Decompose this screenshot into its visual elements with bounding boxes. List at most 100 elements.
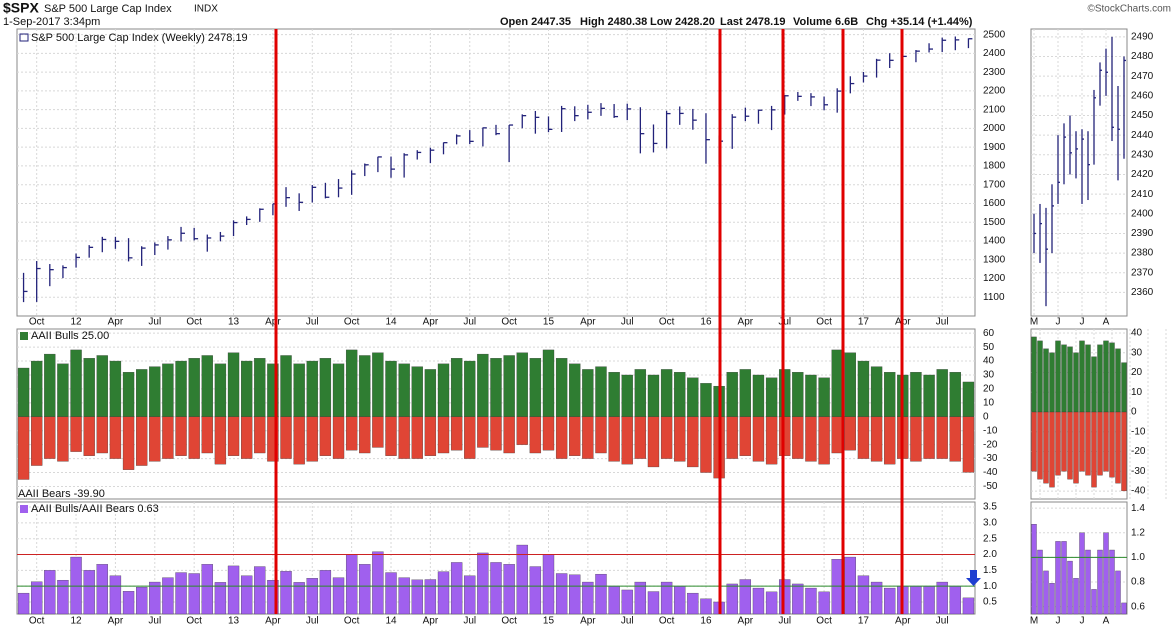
bar [569, 363, 581, 417]
bar [516, 544, 528, 615]
bar [359, 564, 371, 615]
x-tick-label: Apr [580, 616, 596, 627]
bar [1061, 344, 1067, 413]
bar [240, 360, 253, 417]
bar [936, 369, 948, 417]
bar [1115, 348, 1121, 413]
x-tick-label: Jul [778, 616, 791, 627]
bar [936, 416, 948, 459]
panel-frame [16, 28, 976, 317]
x-tick-label: Oct [186, 616, 202, 627]
bar [936, 581, 948, 615]
y-tick-label: -50 [983, 481, 998, 492]
bar [765, 377, 778, 417]
bar [490, 562, 502, 615]
bar [70, 556, 82, 615]
bar [503, 355, 515, 417]
bar [582, 416, 594, 459]
bar [687, 416, 699, 468]
x-tick-label: A [1103, 616, 1110, 627]
bar [227, 565, 240, 615]
bar [1031, 524, 1037, 615]
bar [293, 416, 305, 465]
x-tick-label: J [1056, 317, 1061, 328]
bar [332, 416, 345, 459]
panel-frame [1030, 28, 1128, 317]
bar [44, 416, 56, 459]
bar [424, 369, 437, 417]
y-tick-label: 2400 [1131, 208, 1154, 219]
bar [634, 369, 647, 417]
bar [1097, 344, 1103, 413]
bar [96, 355, 108, 417]
bar [149, 416, 161, 462]
bar [188, 573, 200, 615]
bar [779, 579, 791, 615]
x-tick-label: 14 [385, 317, 397, 328]
bar [201, 416, 213, 454]
bar [372, 352, 384, 417]
legend-swatch [20, 505, 28, 513]
bar [923, 416, 935, 459]
bar [660, 581, 673, 615]
bar [437, 571, 450, 615]
x-tick-label: Apr [265, 616, 281, 627]
y-tick-label: 2370 [1131, 267, 1154, 278]
y-tick-label: 1800 [983, 161, 1006, 172]
bar [1043, 348, 1049, 413]
bar [83, 358, 95, 417]
bar [267, 579, 279, 615]
bar [569, 416, 581, 456]
x-tick-label: M [1030, 616, 1038, 627]
x-tick-label: Jul [778, 317, 791, 328]
legend-label: AAII Bulls/AAII Bears 0.63 [31, 503, 159, 515]
bar [398, 363, 410, 417]
x-tick-label: M [1030, 317, 1038, 328]
y-tick-label: 2360 [1131, 287, 1154, 298]
bar [188, 416, 200, 459]
y-tick-label: 10 [983, 397, 995, 408]
bar [201, 355, 213, 417]
x-tick-label: Oct [816, 317, 832, 328]
bar [1097, 549, 1103, 615]
quote-change: Chg +35.14 (+1.44%) [866, 16, 973, 28]
x-tick-label: Jul [621, 317, 634, 328]
bar [687, 592, 699, 615]
y-tick-label: 1400 [983, 236, 1006, 247]
bar [831, 416, 843, 454]
bar [1037, 340, 1043, 413]
x-tick-label: Jul [463, 616, 476, 627]
bar [1067, 346, 1073, 413]
bar [700, 416, 712, 473]
x-tick-label: 12 [70, 616, 82, 627]
bar [660, 416, 673, 459]
bar [739, 416, 752, 456]
symbol: $SPX [3, 0, 39, 16]
bar [464, 416, 476, 459]
x-tick-label: Apr [108, 317, 124, 328]
x-tick-label: J [1056, 616, 1061, 627]
bar [516, 416, 528, 445]
bar [555, 573, 568, 615]
quote-last: Last 2478.19 [720, 16, 785, 28]
y-tick-label: -10 [983, 425, 998, 436]
y-tick-label: 2.0 [983, 549, 997, 560]
bar [569, 574, 581, 615]
bar [31, 360, 43, 417]
bar [739, 369, 752, 417]
y-tick-label: 2420 [1131, 169, 1154, 180]
plots: 1100120013001400150016001700180019002000… [16, 28, 1167, 627]
bar [437, 363, 450, 417]
bar [464, 575, 476, 615]
x-tick-label: Jul [148, 317, 161, 328]
bar [162, 577, 174, 615]
x-tick-label: Oct [29, 616, 45, 627]
bar [122, 591, 135, 615]
y-tick-label: 0 [1131, 407, 1137, 418]
bar [818, 377, 830, 417]
y-tick-label: 1700 [983, 179, 1006, 190]
bar [595, 573, 607, 615]
y-tick-label: 2470 [1131, 71, 1154, 82]
bar [752, 587, 765, 615]
bar [1049, 352, 1055, 413]
